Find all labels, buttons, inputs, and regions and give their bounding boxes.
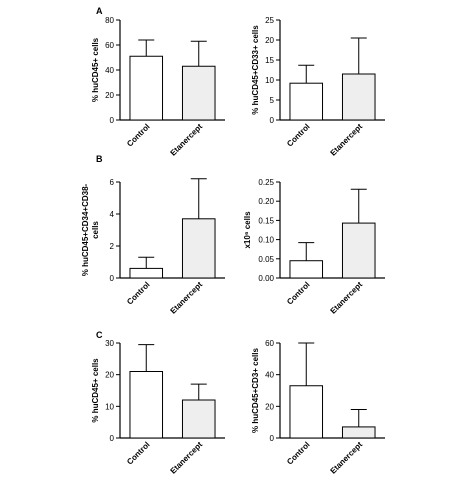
- y-tick-label: 20: [265, 36, 274, 45]
- chart-5: 0 10 20 30 % huCD45+ cells Control Etanercept: [91, 339, 225, 476]
- y-tick-label: 0: [270, 434, 275, 443]
- y-tick-label: 10: [105, 402, 114, 411]
- chart-1: 0 20 40 60 80 % huCD45+ cells Control Etanercep…: [91, 16, 225, 158]
- category-label: Etanercept: [329, 440, 365, 476]
- bar-etanercept: [181, 218, 216, 279]
- y-axis-label: x10⁶ cells: [243, 211, 252, 249]
- y-tick-label: 20: [105, 91, 114, 100]
- y-tick-label: 4: [110, 210, 115, 219]
- panel-letter-a: A: [96, 6, 103, 16]
- category-label: Control: [125, 280, 151, 306]
- y-tick-label: 0: [270, 116, 275, 125]
- y-tick-label: 6: [110, 178, 115, 187]
- chart-6: 0 20 40 60 % huCD45+CD3+ cells Control Etanerc…: [251, 339, 385, 476]
- y-axis-label: cells: [91, 221, 100, 239]
- y-tick-label: 0.20: [258, 197, 274, 206]
- category-label: Control: [285, 280, 311, 306]
- bar-control: [129, 267, 164, 279]
- category-label: Etanercept: [329, 122, 365, 158]
- bar-etanercept: [341, 426, 376, 439]
- y-tick-label: 40: [265, 371, 274, 380]
- y-tick-label: 30: [105, 339, 114, 348]
- category-label: Control: [125, 440, 151, 466]
- y-tick-label: 0: [110, 434, 115, 443]
- bar-etanercept: [341, 222, 376, 279]
- y-tick-label: 40: [105, 66, 114, 75]
- y-axis-label: % huCD45+ cells: [91, 37, 100, 102]
- y-tick-label: 2: [110, 242, 115, 251]
- y-tick-label: 0.10: [258, 236, 274, 245]
- bar-control: [129, 371, 164, 439]
- panel-letter-c: C: [96, 330, 103, 340]
- category-label: Etanercept: [169, 440, 205, 476]
- y-tick-label: 10: [265, 76, 274, 85]
- panel-letter-b: B: [96, 154, 103, 164]
- y-tick-label: 80: [105, 16, 114, 25]
- bar-etanercept: [181, 399, 216, 439]
- y-tick-label: 0.25: [258, 178, 274, 187]
- category-label: Control: [285, 122, 311, 148]
- category-label: Etanercept: [329, 280, 365, 316]
- y-tick-label: 5: [270, 96, 275, 105]
- y-axis-label: % huCD45+CD33+ cells: [251, 25, 260, 115]
- y-tick-label: 0.00: [258, 274, 274, 283]
- y-tick-label: 0: [110, 274, 115, 283]
- category-label: Control: [285, 440, 311, 466]
- y-axis-label: % huCD45+ cells: [91, 358, 100, 423]
- category-label: Etanercept: [169, 280, 205, 316]
- bar-control: [129, 55, 164, 121]
- y-tick-label: 60: [265, 339, 274, 348]
- bar-etanercept: [181, 65, 216, 121]
- y-tick-label: 15: [265, 56, 274, 65]
- chart-4: 0.00 0.05 0.10 0.15 0.20 0.25 x10⁶ cells Contro…: [243, 178, 385, 316]
- y-tick-label: 0: [110, 116, 115, 125]
- bar-control: [289, 385, 324, 439]
- chart-2: 0 5 10 15 20 25 % huCD45+CD33+ cells Control Eta…: [251, 16, 385, 158]
- bar-control: [289, 82, 324, 121]
- y-tick-label: 20: [105, 371, 114, 380]
- y-tick-label: 20: [265, 402, 274, 411]
- y-tick-label: 0.15: [258, 216, 274, 225]
- chart-3: 0 2 4 6 % huCD45+CD34+CD38- cells Control Etane…: [81, 178, 225, 316]
- bar-etanercept: [341, 73, 376, 121]
- y-tick-label: 0.05: [258, 255, 274, 264]
- y-tick-label: 25: [265, 16, 274, 25]
- y-tick-label: 60: [105, 41, 114, 50]
- y-axis-label: % huCD45+CD3+ cells: [251, 347, 260, 432]
- category-label: Control: [125, 122, 151, 148]
- y-axis-label: % huCD45+CD34+CD38-: [81, 183, 90, 276]
- bar-control: [289, 260, 324, 279]
- category-label: Etanercept: [169, 122, 205, 158]
